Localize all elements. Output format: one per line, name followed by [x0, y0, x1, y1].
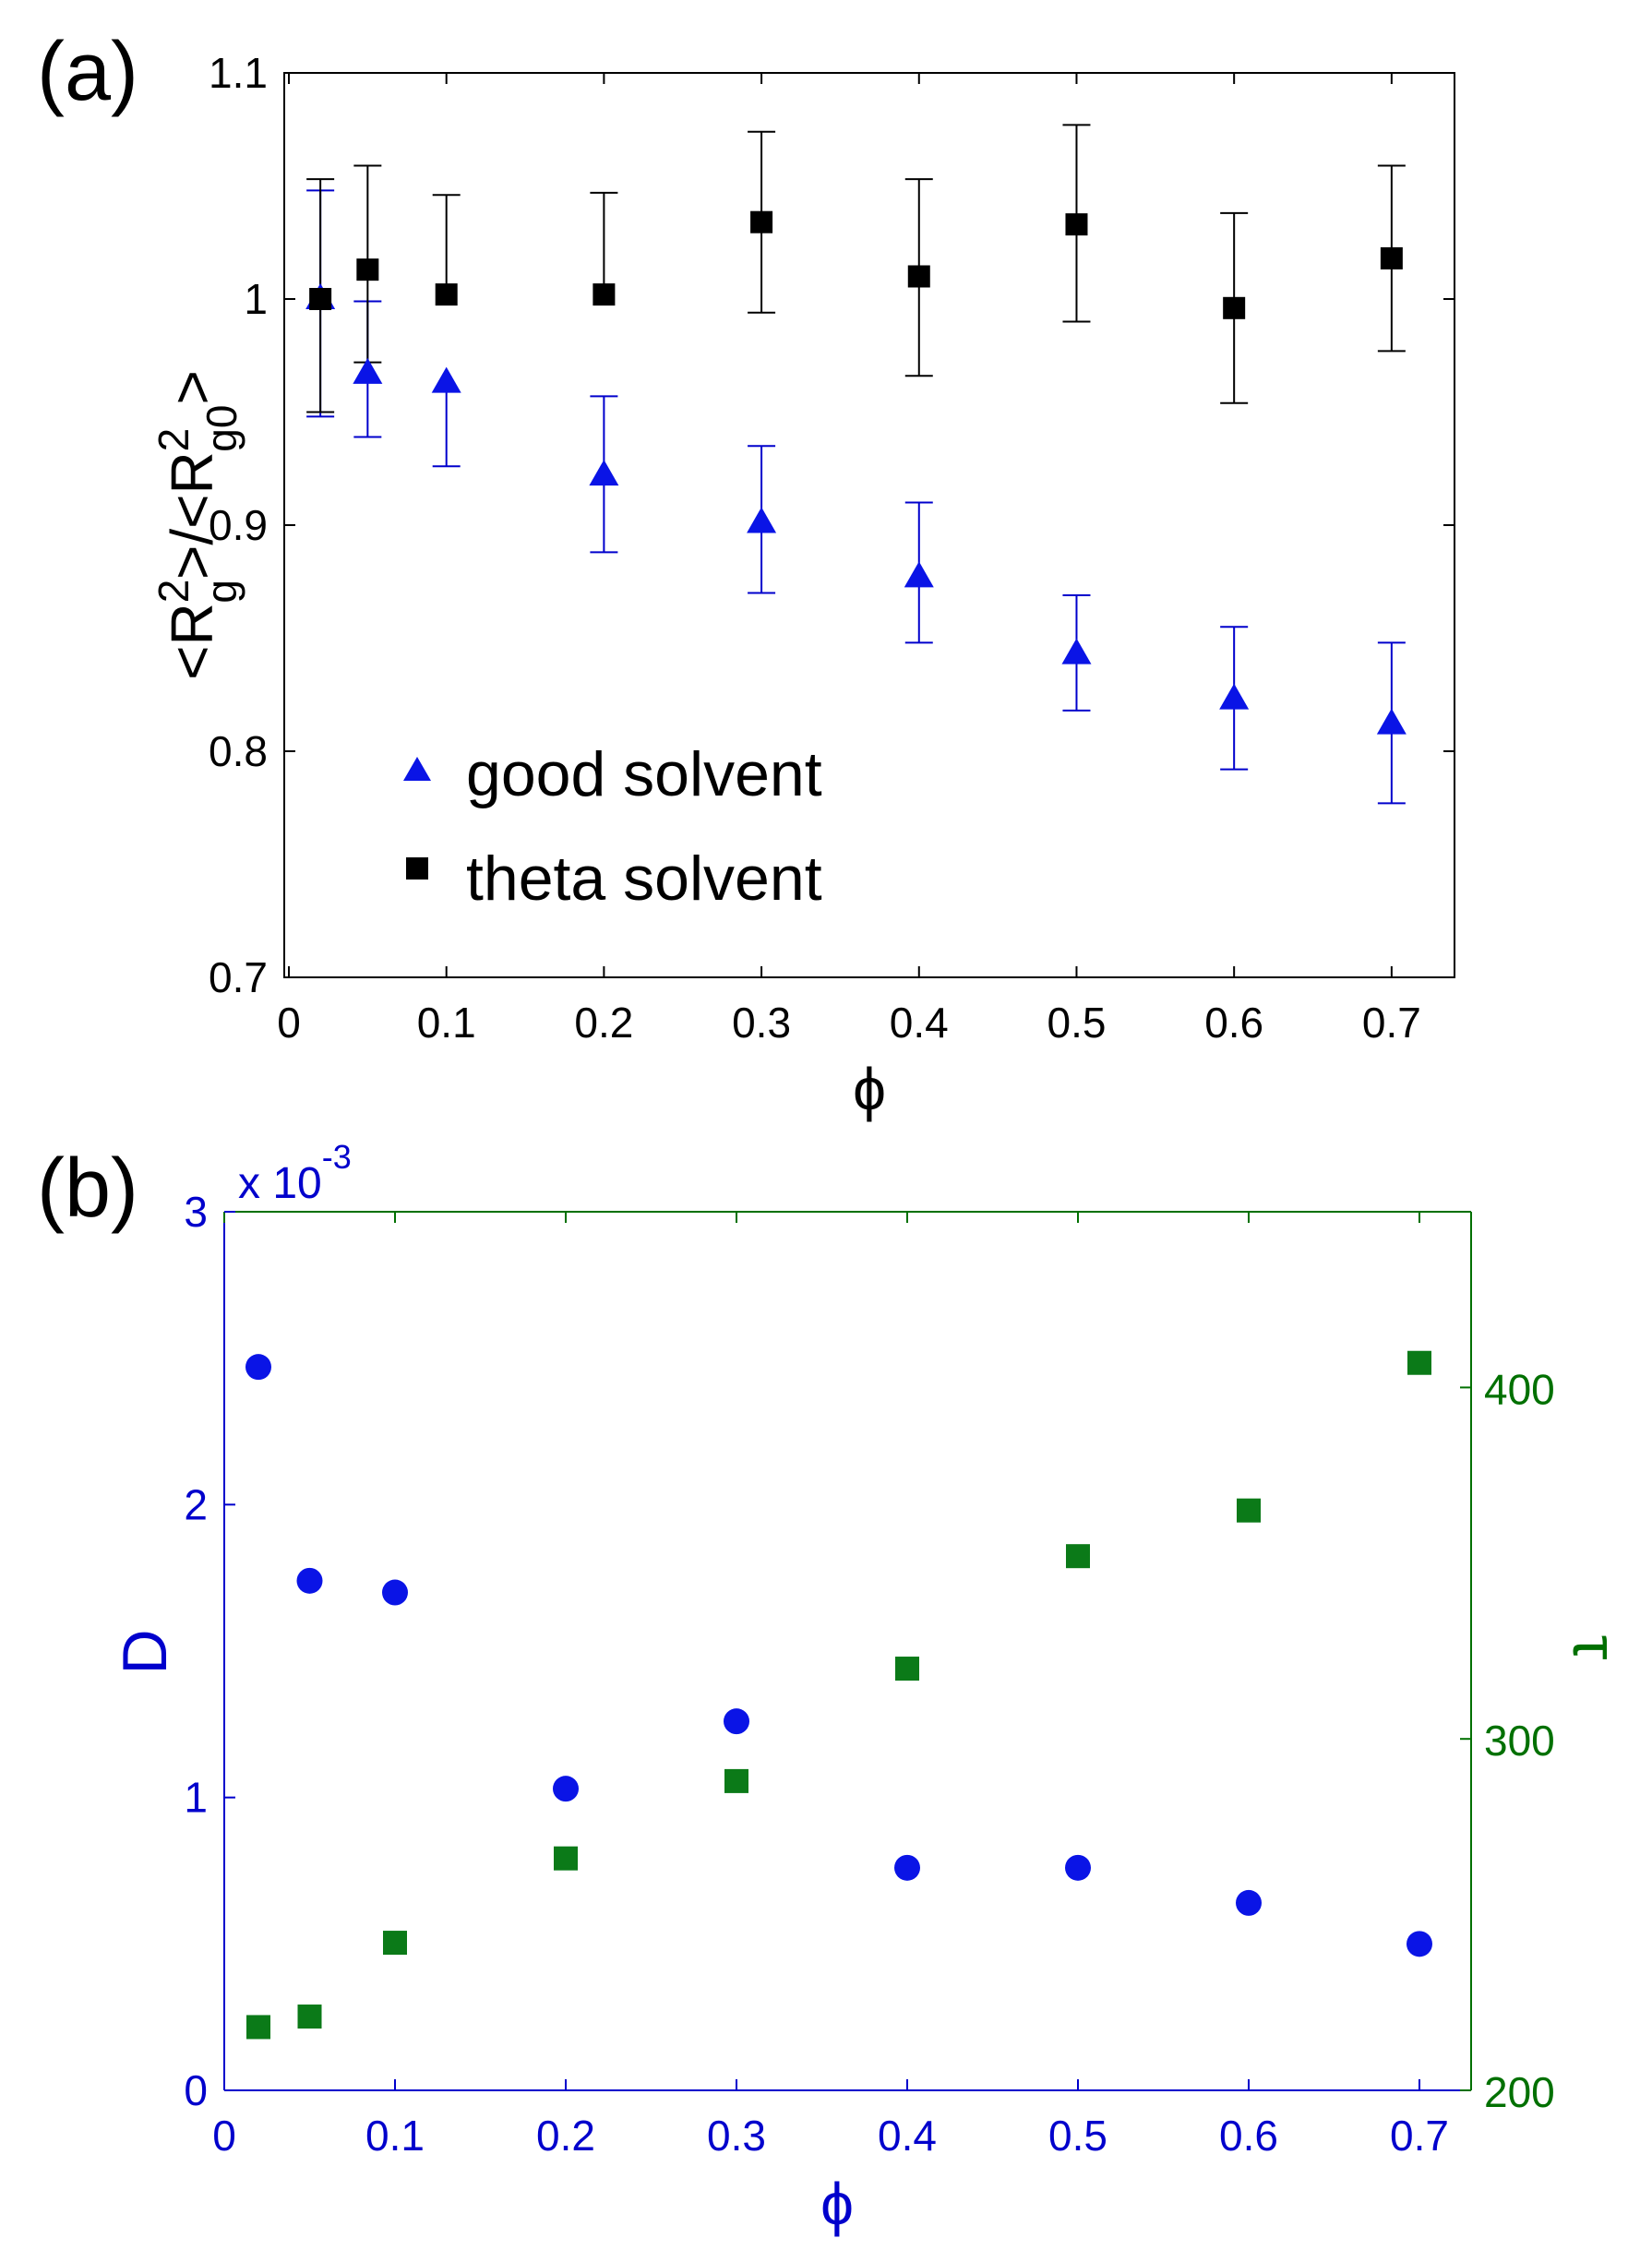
- good-solvent-point: [1061, 638, 1092, 664]
- x-tick-label: 0.3: [707, 2112, 766, 2160]
- panel-b-left-y-tick-labels: 0 1 2 3: [184, 1188, 208, 2114]
- x-tick-label: 0.7: [1362, 999, 1421, 1047]
- y-tick-label: 0.9: [209, 501, 268, 549]
- x-tick-label: 0.2: [536, 2112, 595, 2160]
- x-tick-label: 0.4: [878, 2112, 937, 2160]
- y-label-sub: g0: [198, 405, 245, 452]
- panel-a-y-tick-labels: 0.7 0.8 0.9 1 1.1: [209, 49, 268, 1001]
- panel-b-label: (b): [37, 1143, 138, 1235]
- theta-solvent-point: [593, 283, 616, 306]
- left-y-tick-label: 2: [184, 1480, 208, 1528]
- good-solvent-point: [589, 460, 619, 486]
- left-y-tick-label: 3: [184, 1188, 208, 1236]
- tau-point: [1066, 1544, 1090, 1569]
- y-label-part: <R: [159, 603, 225, 680]
- x-tick-label: 0.5: [1047, 999, 1106, 1047]
- panel-a-markers: [305, 210, 1407, 735]
- multiplier-base: x 10: [238, 1159, 322, 1208]
- panel-b-ticks: [223, 1211, 1471, 2091]
- right-y-tick-label: 300: [1484, 1717, 1555, 1765]
- theta-solvent-point: [356, 258, 379, 281]
- panel-a-plot-frame: [283, 72, 1455, 978]
- y-label-part: >: [159, 370, 225, 404]
- good-solvent-point: [353, 357, 383, 384]
- diffusion-point: [553, 1776, 579, 1802]
- theta-solvent-point: [1065, 213, 1088, 236]
- panel-a-legend: good solvent theta solvent: [403, 739, 822, 914]
- x-tick-label: 0.1: [417, 999, 476, 1047]
- legend-good-solvent-label: good solvent: [466, 739, 822, 809]
- right-y-tick-label: 200: [1484, 2068, 1555, 2116]
- theta-solvent-point: [1223, 296, 1246, 319]
- theta-solvent-point: [1380, 246, 1403, 269]
- x-tick-label: 0: [212, 2112, 236, 2160]
- legend-theta-solvent-label: theta solvent: [466, 844, 822, 914]
- diffusion-point: [894, 1854, 920, 1881]
- diffusion-point: [245, 1354, 271, 1381]
- theta-solvent-point: [907, 265, 930, 288]
- tau-point: [1407, 1350, 1431, 1375]
- panel-b-x-tick-labels: 0 0.1 0.2 0.3 0.4 0.5 0.6 0.7: [212, 2112, 1449, 2160]
- diffusion-point: [1236, 1889, 1262, 1916]
- panel-b: (b) 0 0.1 0.2 0.3 0.4 0.5 0.6 0.7 0 1 2 3 200 300 40…: [37, 1138, 1630, 2237]
- tau-point: [1237, 1498, 1261, 1523]
- tau-point: [297, 2005, 322, 2029]
- left-y-tick-label: 1: [184, 1774, 208, 1822]
- x-tick-label: 0.6: [1204, 999, 1263, 1047]
- panel-b-left-y-axis-label: D: [110, 1629, 180, 1674]
- tau-point: [895, 1657, 919, 1682]
- panel-b-right-y-axis-label: τ: [1560, 1635, 1630, 1660]
- panel-b-axis-multiplier: x 10-3: [238, 1138, 352, 1208]
- y-tick-label: 0.8: [209, 727, 268, 775]
- good-solvent-point: [1376, 708, 1407, 735]
- x-tick-label: 0.6: [1219, 2112, 1278, 2160]
- diffusion-point: [1407, 1931, 1432, 1957]
- good-solvent-point: [1219, 683, 1250, 710]
- y-label-sub: g: [198, 580, 245, 604]
- tau-point: [246, 2015, 270, 2040]
- diffusion-point: [1065, 1854, 1091, 1881]
- good-solvent-point: [904, 561, 934, 588]
- panel-a-x-tick-labels: 0 0.1 0.2 0.3 0.4 0.5 0.6 0.7: [277, 999, 1421, 1047]
- x-tick-label: 0: [277, 999, 301, 1047]
- y-tick-label: 1.1: [209, 49, 268, 97]
- panel-b-markers: [245, 1350, 1432, 2040]
- panel-a-label: (a): [37, 26, 138, 118]
- good-solvent-point: [747, 507, 777, 533]
- x-tick-label: 0.5: [1048, 2112, 1107, 2160]
- x-tick-label: 0.4: [890, 999, 949, 1047]
- diffusion-point: [296, 1567, 323, 1594]
- x-tick-label: 0.1: [365, 2112, 425, 2160]
- diffusion-point: [382, 1579, 408, 1606]
- panel-b-x-axis-label: ϕ: [820, 2171, 854, 2237]
- good-solvent-point: [431, 366, 461, 393]
- y-label-sup: 2: [150, 580, 198, 604]
- tau-point: [383, 1931, 407, 1956]
- y-label-part: >/<R: [159, 451, 225, 580]
- tau-point: [554, 1846, 578, 1871]
- theta-solvent-point: [435, 283, 458, 306]
- left-y-tick-label: 0: [184, 2066, 208, 2114]
- legend-theta-solvent-marker: [406, 857, 428, 880]
- right-y-tick-label: 400: [1484, 1365, 1555, 1413]
- panel-b-right-y-tick-labels: 200 300 400: [1484, 1365, 1555, 2116]
- y-tick-label: 1: [244, 275, 268, 323]
- x-tick-label: 0.3: [732, 999, 791, 1047]
- theta-solvent-point: [750, 210, 773, 233]
- multiplier-exponent: -3: [322, 1138, 352, 1176]
- legend-good-solvent-marker: [403, 757, 431, 781]
- x-tick-label: 0.7: [1390, 2112, 1449, 2160]
- panel-a-x-axis-label: ϕ: [853, 1056, 886, 1122]
- x-tick-label: 0.2: [574, 999, 633, 1047]
- diffusion-point: [724, 1708, 749, 1735]
- y-tick-label: 0.7: [209, 953, 268, 1001]
- panel-a: (a) 0 0.1 0.2 0.3 0.4 0.5 0.6 0.7 0.7 0.8 0.9 1 1.1…: [37, 26, 1455, 1122]
- y-label-sup: 2: [150, 428, 198, 452]
- tau-point: [724, 1768, 748, 1793]
- theta-solvent-point: [309, 288, 332, 310]
- panel-a-ticks: [284, 72, 1454, 978]
- panel-a-y-axis-label: <R2g>/<R2g0>: [150, 370, 245, 680]
